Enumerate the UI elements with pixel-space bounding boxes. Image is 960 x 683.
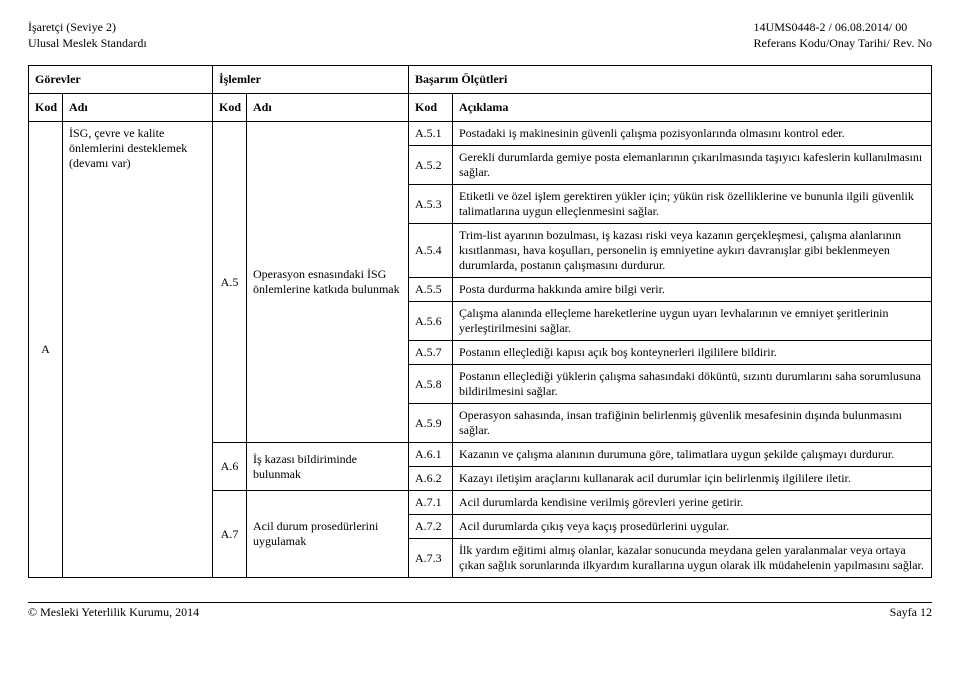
kriter-aciklama: Kazayı iletişim araçlarını kullanarak ac…: [453, 467, 931, 490]
doc-title: İşaretçi (Seviye 2): [28, 20, 147, 36]
kriter-row: A.7.2Acil durumlarda çıkış veya kaçış pr…: [409, 515, 931, 539]
islem-kod: A.6: [213, 443, 247, 490]
th-gorev-kod: Kod: [29, 94, 63, 121]
kriter-row: A.5.1Postadaki iş makinesinin güvenli ça…: [409, 122, 931, 146]
kriter-row: A.5.6Çalışma alanında elleçleme hareketl…: [409, 302, 931, 341]
kriter-row: A.5.5Posta durdurma hakkında amire bilgi…: [409, 278, 931, 302]
page-header: İşaretçi (Seviye 2) Ulusal Meslek Standa…: [28, 20, 932, 51]
th-kriter-kod: Kod: [409, 94, 453, 121]
kriter-kod: A.5.4: [409, 224, 453, 277]
kriter-aciklama: Postanın elleçlediği yüklerin çalışma sa…: [453, 365, 931, 403]
gorev-kod-cell: A: [29, 122, 63, 577]
islem-kod: A.5: [213, 122, 247, 442]
doc-ref: Referans Kodu/Onay Tarihi/ Rev. No: [754, 36, 932, 52]
kriter-row: A.6.1Kazanın ve çalışma alanının durumun…: [409, 443, 931, 467]
islem-adi: Acil durum prosedürlerini uygulamak: [247, 491, 409, 577]
kriter-aciklama: Acil durumlarda çıkış veya kaçış prosedü…: [453, 515, 931, 538]
header-left: İşaretçi (Seviye 2) Ulusal Meslek Standa…: [28, 20, 147, 51]
col-islemler: İşlemler: [213, 66, 409, 93]
kriter-row: A.5.7Postanın elleçlediği kapısı açık bo…: [409, 341, 931, 365]
kriter-kod: A.5.3: [409, 185, 453, 223]
islem-row: A.6 İş kazası bildiriminde bulunmak A.6.…: [213, 443, 931, 491]
kriter-list: A.7.1Acil durumlarda kendisine verilmiş …: [409, 491, 931, 577]
gorev-kod: A: [41, 342, 50, 357]
sub-header-row: Kod Adı Kod Adı Kod Açıklama: [28, 94, 932, 122]
kriter-row: A.5.8Postanın elleçlediği yüklerin çalış…: [409, 365, 931, 404]
kriter-aciklama: İlk yardım eğitimi almış olanlar, kazala…: [453, 539, 931, 577]
kriter-kod: A.5.1: [409, 122, 453, 145]
kriter-kod: A.6.1: [409, 443, 453, 466]
doc-subtitle: Ulusal Meslek Standardı: [28, 36, 147, 52]
main-table: Görevler İşlemler Başarım Ölçütleri Kod …: [28, 65, 932, 578]
islem-adi: İş kazası bildiriminde bulunmak: [247, 443, 409, 490]
kriter-row: A.5.2Gerekli durumlarda gemiye posta ele…: [409, 146, 931, 185]
kriter-kod: A.5.7: [409, 341, 453, 364]
kriter-aciklama: Etiketli ve özel işlem gerektiren yükler…: [453, 185, 931, 223]
islem-adi: Operasyon esnasındaki İSG önlemlerine ka…: [247, 122, 409, 442]
kriter-row: A.5.9Operasyon sahasında, insan trafiğin…: [409, 404, 931, 442]
kriter-row: A.5.3Etiketli ve özel işlem gerektiren y…: [409, 185, 931, 224]
th-islem-adi: Adı: [247, 94, 409, 121]
kriter-row: A.5.4Trim-list ayarının bozulması, iş ka…: [409, 224, 931, 278]
doc-code: 14UMS0448-2 / 06.08.2014/ 00: [754, 20, 932, 36]
islem-row: A.7 Acil durum prosedürlerini uygulamak …: [213, 491, 931, 577]
islem-row: A.5 Operasyon esnasındaki İSG önlemlerin…: [213, 122, 931, 443]
th-kriter-aciklama: Açıklama: [453, 94, 931, 121]
page-footer: © Mesleki Yeterlilik Kurumu, 2014 Sayfa …: [28, 602, 932, 620]
kriter-aciklama: Kazanın ve çalışma alanının durumuna gör…: [453, 443, 931, 466]
kriter-aciklama: Postanın elleçlediği kapısı açık boş kon…: [453, 341, 931, 364]
kriter-aciklama: Gerekli durumlarda gemiye posta elemanla…: [453, 146, 931, 184]
kriter-list: A.6.1Kazanın ve çalışma alanının durumun…: [409, 443, 931, 490]
kriter-kod: A.5.5: [409, 278, 453, 301]
col-basarim: Başarım Ölçütleri: [409, 66, 931, 93]
kriter-aciklama: Çalışma alanında elleçleme hareketlerine…: [453, 302, 931, 340]
kriter-kod: A.6.2: [409, 467, 453, 490]
kriter-row: A.7.1Acil durumlarda kendisine verilmiş …: [409, 491, 931, 515]
footer-left: © Mesleki Yeterlilik Kurumu, 2014: [28, 605, 199, 620]
header-right: 14UMS0448-2 / 06.08.2014/ 00 Referans Ko…: [754, 20, 932, 51]
table-body: A İSG, çevre ve kalite önlemlerini deste…: [28, 122, 932, 578]
gorev-adi-cell: İSG, çevre ve kalite önlemlerini destekl…: [63, 122, 213, 577]
kriter-kod: A.7.1: [409, 491, 453, 514]
footer-right: Sayfa 12: [890, 605, 932, 620]
kriter-aciklama: Acil durumlarda kendisine verilmiş görev…: [453, 491, 931, 514]
kriter-kod: A.5.6: [409, 302, 453, 340]
islem-block: A.5 Operasyon esnasındaki İSG önlemlerin…: [213, 122, 931, 577]
kriter-row: A.7.3İlk yardım eğitimi almış olanlar, k…: [409, 539, 931, 577]
kriter-aciklama: Operasyon sahasında, insan trafiğinin be…: [453, 404, 931, 442]
islem-kod: A.7: [213, 491, 247, 577]
kriter-aciklama: Postadaki iş makinesinin güvenli çalışma…: [453, 122, 931, 145]
top-header-row: Görevler İşlemler Başarım Ölçütleri: [28, 65, 932, 94]
kriter-kod: A.5.8: [409, 365, 453, 403]
kriter-kod: A.5.9: [409, 404, 453, 442]
kriter-kod: A.7.3: [409, 539, 453, 577]
kriter-kod: A.5.2: [409, 146, 453, 184]
th-islem-kod: Kod: [213, 94, 247, 121]
kriter-row: A.6.2Kazayı iletişim araçlarını kullanar…: [409, 467, 931, 490]
th-gorev-adi: Adı: [63, 94, 213, 121]
kriter-aciklama: Trim-list ayarının bozulması, iş kazası …: [453, 224, 931, 277]
kriter-list: A.5.1Postadaki iş makinesinin güvenli ça…: [409, 122, 931, 442]
gorev-adi: İSG, çevre ve kalite önlemlerini destekl…: [69, 126, 206, 171]
kriter-aciklama: Posta durdurma hakkında amire bilgi veri…: [453, 278, 931, 301]
kriter-kod: A.7.2: [409, 515, 453, 538]
col-gorevler: Görevler: [29, 66, 213, 93]
